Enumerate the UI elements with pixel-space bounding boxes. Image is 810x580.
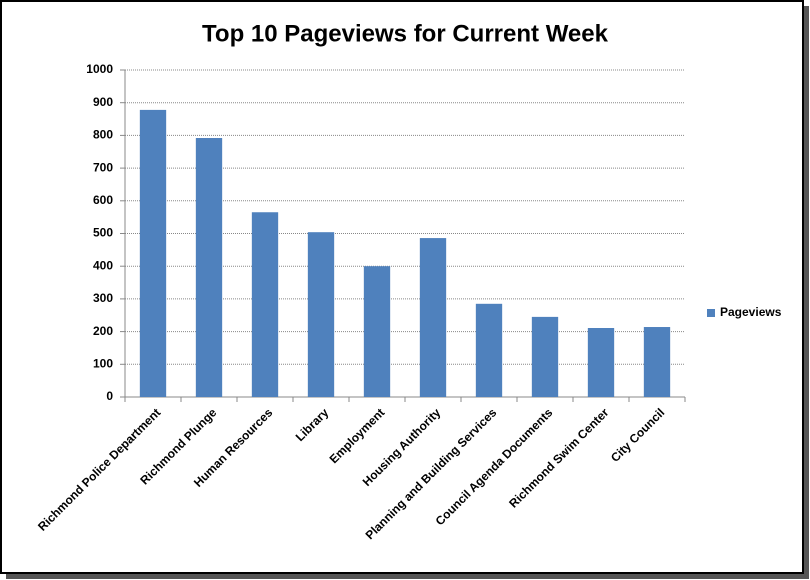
chart-title: Top 10 Pageviews for Current Week [202,20,609,47]
legend-label: Pageviews [720,305,782,319]
y-tick-label: 1000 [86,62,113,76]
y-tick-label: 500 [93,226,113,240]
y-tick-label: 300 [93,291,113,305]
y-tick-label: 100 [93,356,113,370]
frame-shadow [6,574,809,579]
y-tick-label: 800 [93,128,113,142]
bar [419,238,447,397]
bar [307,232,335,397]
bar [643,327,671,397]
bar [363,266,391,397]
y-tick-label: 0 [106,389,113,403]
y-tick-label: 900 [93,95,113,109]
bar [251,212,279,397]
bar [195,138,223,398]
bar [475,303,503,397]
bar [587,328,615,397]
legend-swatch [707,309,715,317]
bar [139,109,167,398]
bar [531,316,559,397]
y-tick-label: 400 [93,258,113,272]
y-tick-label: 700 [93,160,113,174]
frame-shadow [804,6,809,578]
y-tick-label: 200 [93,324,113,338]
y-tick-label: 600 [93,193,113,207]
